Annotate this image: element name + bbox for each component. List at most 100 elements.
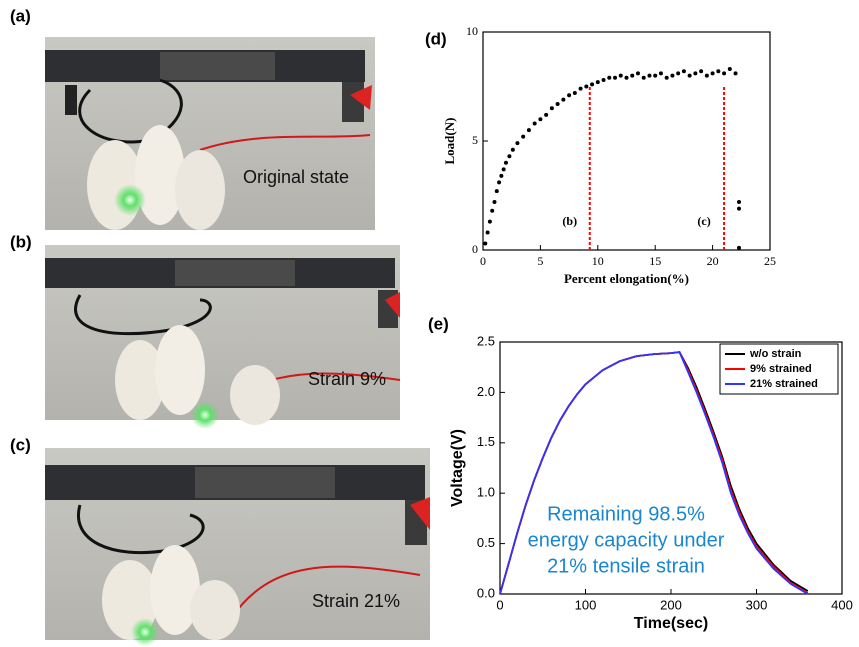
x-tick-label: 15 bbox=[649, 254, 661, 268]
panel-label: (d) bbox=[425, 29, 447, 48]
y-tick-label: 10 bbox=[466, 24, 478, 38]
point bbox=[561, 97, 566, 102]
point bbox=[521, 134, 526, 139]
point bbox=[687, 73, 692, 78]
x-axis-label: Percent elongation(%) bbox=[564, 271, 689, 286]
marker-label: (b) bbox=[562, 214, 577, 228]
point bbox=[503, 160, 508, 165]
legend-label: 21% strained bbox=[750, 378, 818, 390]
marker-label: (c) bbox=[697, 214, 710, 228]
photo bbox=[45, 245, 401, 429]
y-tick-label: 0.5 bbox=[477, 535, 495, 550]
point bbox=[647, 73, 652, 78]
caption: Strain 21% bbox=[312, 591, 400, 611]
point bbox=[501, 167, 506, 172]
photo bbox=[45, 448, 430, 646]
panel-label: (a) bbox=[10, 6, 31, 25]
y-tick-label: 5 bbox=[472, 133, 478, 147]
photo bbox=[45, 37, 375, 230]
x-tick-label: 100 bbox=[575, 597, 597, 612]
point bbox=[664, 75, 669, 80]
point bbox=[507, 154, 512, 159]
point bbox=[737, 200, 742, 205]
legend-label: 9% strained bbox=[750, 363, 812, 375]
point bbox=[601, 77, 606, 82]
point bbox=[492, 200, 497, 205]
point bbox=[487, 219, 492, 224]
y-axis-label: Voltage(V) bbox=[449, 429, 466, 507]
legend-label: w/o strain bbox=[749, 348, 802, 360]
x-tick-label: 200 bbox=[660, 597, 682, 612]
caption: Original state bbox=[243, 167, 349, 187]
point bbox=[737, 245, 742, 250]
y-tick-label: 2.0 bbox=[477, 384, 495, 399]
x-tick-label: 5 bbox=[537, 254, 543, 268]
point bbox=[618, 73, 623, 78]
x-tick-label: 300 bbox=[746, 597, 768, 612]
y-tick-label: 0.0 bbox=[477, 585, 495, 600]
point bbox=[704, 73, 709, 78]
point bbox=[693, 71, 698, 76]
point bbox=[722, 71, 727, 76]
y-axis-label: Load(N) bbox=[442, 118, 457, 165]
point bbox=[578, 86, 583, 91]
point bbox=[549, 106, 554, 111]
y-tick-label: 2.5 bbox=[477, 333, 495, 348]
point bbox=[613, 75, 618, 80]
point bbox=[727, 67, 732, 72]
x-tick-label: 0 bbox=[496, 597, 503, 612]
point bbox=[658, 71, 663, 76]
x-tick-label: 20 bbox=[707, 254, 719, 268]
point bbox=[510, 147, 515, 152]
point bbox=[590, 82, 595, 87]
panel-label: (b) bbox=[10, 232, 32, 251]
point bbox=[538, 117, 543, 122]
point bbox=[526, 128, 531, 133]
point bbox=[733, 71, 738, 76]
point bbox=[567, 93, 572, 98]
point bbox=[641, 75, 646, 80]
point bbox=[572, 91, 577, 96]
annotation: Remaining 98.5% bbox=[547, 503, 705, 525]
plot-frame bbox=[482, 31, 771, 251]
point bbox=[499, 173, 504, 178]
point bbox=[670, 73, 675, 78]
point bbox=[497, 180, 502, 185]
point bbox=[681, 69, 686, 74]
x-axis-label: Time(sec) bbox=[634, 615, 708, 632]
point bbox=[624, 75, 629, 80]
point bbox=[485, 230, 490, 235]
point bbox=[595, 80, 600, 85]
y-tick-label: 1.5 bbox=[477, 434, 495, 449]
annotation: energy capacity under bbox=[528, 529, 725, 551]
series-line bbox=[499, 351, 809, 595]
point bbox=[699, 69, 704, 74]
point bbox=[737, 206, 742, 211]
panel-label: (e) bbox=[428, 314, 449, 333]
point bbox=[676, 71, 681, 76]
point bbox=[515, 141, 520, 146]
point bbox=[532, 121, 537, 126]
point bbox=[607, 75, 612, 80]
point bbox=[544, 112, 549, 117]
x-tick-label: 10 bbox=[592, 254, 604, 268]
point bbox=[584, 84, 589, 89]
x-tick-label: 0 bbox=[480, 254, 486, 268]
y-tick-label: 1.0 bbox=[477, 485, 495, 500]
point bbox=[555, 101, 560, 106]
point bbox=[716, 69, 721, 74]
x-tick-label: 400 bbox=[831, 597, 853, 612]
annotation: 21% tensile strain bbox=[547, 555, 705, 577]
point bbox=[630, 73, 635, 78]
point bbox=[653, 73, 658, 78]
panel-label: (c) bbox=[10, 435, 31, 454]
caption: Strain 9% bbox=[308, 369, 386, 389]
y-tick-label: 0 bbox=[472, 242, 478, 256]
x-tick-label: 25 bbox=[764, 254, 776, 268]
point bbox=[494, 189, 499, 194]
point bbox=[490, 208, 495, 213]
point bbox=[635, 71, 640, 76]
point bbox=[710, 71, 715, 76]
point bbox=[483, 241, 488, 246]
